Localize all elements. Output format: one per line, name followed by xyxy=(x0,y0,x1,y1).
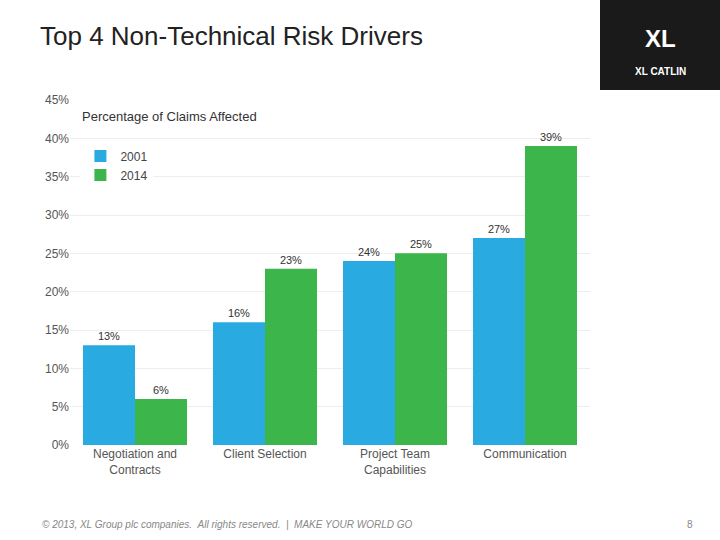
svg-text:10%: 10% xyxy=(45,362,69,376)
svg-text:2014: 2014 xyxy=(120,169,147,183)
svg-text:35%: 35% xyxy=(45,170,69,184)
svg-text:XL: XL xyxy=(645,25,676,52)
svg-text:13%: 13% xyxy=(98,330,120,342)
svg-text:8: 8 xyxy=(687,519,693,530)
svg-text:2001: 2001 xyxy=(120,150,147,164)
svg-text:0%: 0% xyxy=(52,438,70,452)
svg-text:© 2013, XL Group plc companies: © 2013, XL Group plc companies. All righ… xyxy=(42,519,413,530)
svg-text:25%: 25% xyxy=(410,238,432,250)
svg-text:XL CATLIN: XL CATLIN xyxy=(635,66,686,77)
svg-text:30%: 30% xyxy=(45,208,69,222)
svg-text:40%: 40% xyxy=(45,132,69,146)
svg-text:20%: 20% xyxy=(45,285,69,299)
svg-text:Project TeamCapabilities: Project TeamCapabilities xyxy=(360,447,430,477)
svg-text:25%: 25% xyxy=(45,247,69,261)
svg-text:Client Selection: Client Selection xyxy=(223,447,306,461)
svg-text:27%: 27% xyxy=(488,223,510,235)
svg-text:45%: 45% xyxy=(45,93,69,107)
svg-text:Top 4 Non-Technical Risk Drive: Top 4 Non-Technical Risk Drivers xyxy=(40,21,423,51)
svg-text:5%: 5% xyxy=(52,400,70,414)
svg-text:39%: 39% xyxy=(540,131,562,143)
svg-text:15%: 15% xyxy=(45,323,69,337)
svg-text:16%: 16% xyxy=(228,307,250,319)
svg-text:Negotiation andContracts: Negotiation andContracts xyxy=(93,447,177,477)
svg-text:Percentage of Claims Affected: Percentage of Claims Affected xyxy=(82,109,257,124)
svg-text:6%: 6% xyxy=(153,384,169,396)
svg-text:24%: 24% xyxy=(358,246,380,258)
svg-text:Communication: Communication xyxy=(483,447,566,461)
svg-text:23%: 23% xyxy=(280,254,302,266)
